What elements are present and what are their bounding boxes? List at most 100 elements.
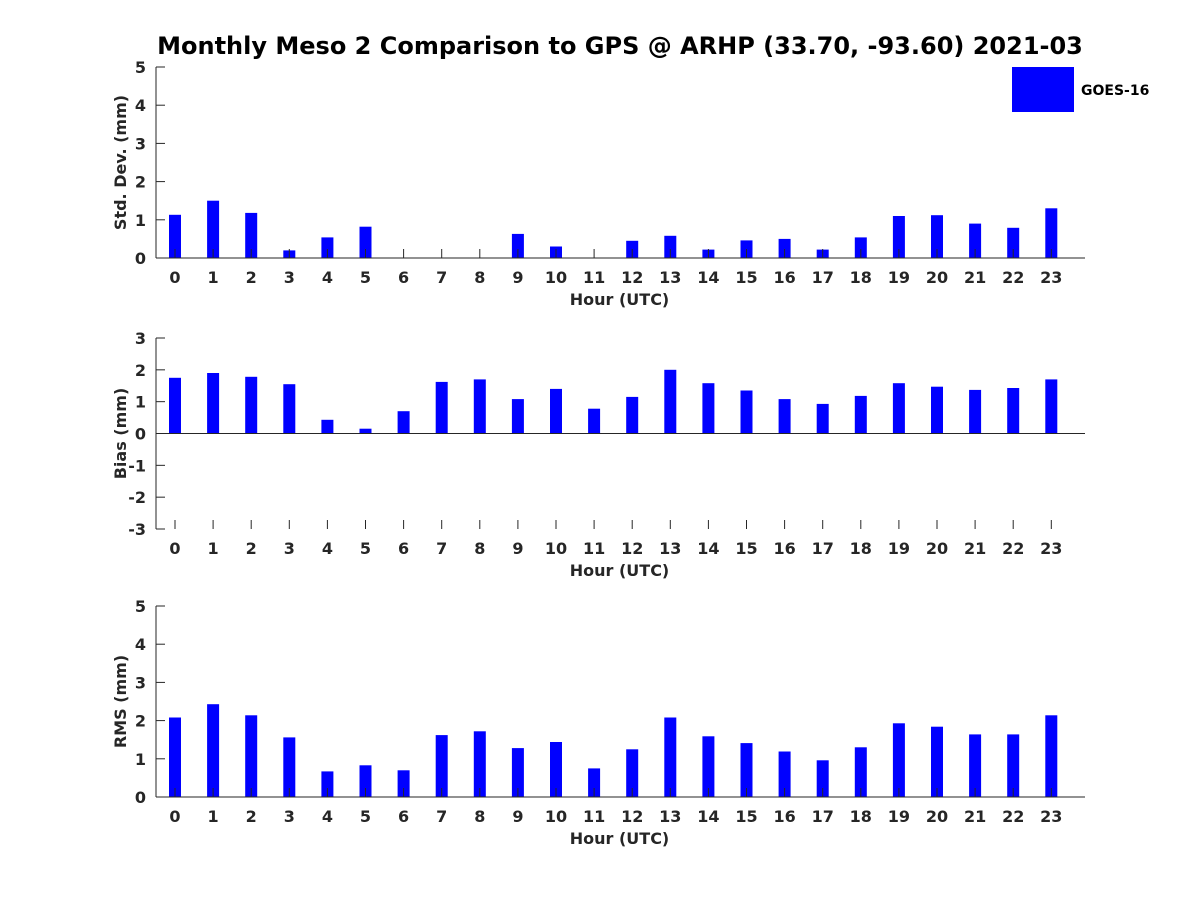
bar-hour-12 bbox=[626, 749, 639, 798]
x-tick-label: 22 bbox=[1002, 807, 1024, 826]
x-tick-label: 12 bbox=[621, 268, 643, 287]
x-tick-label: 0 bbox=[169, 539, 180, 558]
x-tick-label: 8 bbox=[474, 268, 485, 287]
bar-hour-5 bbox=[359, 226, 372, 258]
bar-hour-9 bbox=[511, 748, 524, 797]
bar-hour-15 bbox=[740, 743, 753, 797]
x-tick-label: 21 bbox=[964, 807, 986, 826]
x-tick-label: 12 bbox=[621, 539, 643, 558]
x-tick-label: 17 bbox=[812, 807, 834, 826]
y-tick-label: 0 bbox=[135, 425, 146, 444]
bar-hour-18 bbox=[854, 395, 867, 434]
bar-hour-5 bbox=[359, 428, 372, 434]
std-dev-y-axis-label: Std. Dev. (mm) bbox=[111, 95, 130, 230]
bar-hour-16 bbox=[778, 399, 791, 434]
y-tick-label: -2 bbox=[128, 488, 146, 507]
x-tick-label: 13 bbox=[659, 807, 681, 826]
rms-x-axis-label: Hour (UTC) bbox=[570, 829, 670, 848]
x-tick-label: 4 bbox=[322, 268, 333, 287]
x-tick-label: 22 bbox=[1002, 539, 1024, 558]
bar-hour-14 bbox=[702, 383, 715, 434]
bar-hour-0 bbox=[169, 717, 181, 797]
y-tick-label: 1 bbox=[135, 750, 146, 769]
bar-hour-22 bbox=[1007, 388, 1020, 434]
x-tick-label: 5 bbox=[360, 539, 371, 558]
x-tick-label: 5 bbox=[360, 807, 371, 826]
bar-hour-4 bbox=[321, 237, 334, 258]
x-tick-label: 10 bbox=[545, 539, 567, 558]
legend-swatch bbox=[1012, 67, 1074, 112]
bar-hour-23 bbox=[1045, 715, 1058, 797]
x-tick-label: 20 bbox=[926, 539, 948, 558]
x-tick-label: 23 bbox=[1040, 539, 1062, 558]
x-tick-label: 12 bbox=[621, 807, 643, 826]
rms-y-axis-label: RMS (mm) bbox=[111, 655, 130, 748]
bar-hour-19 bbox=[892, 383, 905, 434]
bar-hour-14 bbox=[702, 736, 715, 797]
bar-hour-13 bbox=[664, 369, 677, 434]
std-dev-x-axis-label: Hour (UTC) bbox=[570, 290, 670, 309]
x-tick-label: 20 bbox=[926, 807, 948, 826]
y-tick-label: 3 bbox=[135, 134, 146, 153]
bar-hour-4 bbox=[321, 771, 334, 797]
bar-hour-13 bbox=[664, 717, 677, 797]
bar-hour-21 bbox=[969, 734, 982, 797]
bar-hour-10 bbox=[550, 388, 562, 434]
bar-hour-20 bbox=[931, 726, 943, 797]
x-tick-label: 6 bbox=[398, 539, 409, 558]
bar-hour-22 bbox=[1007, 227, 1020, 258]
bar-hour-19 bbox=[892, 723, 905, 797]
bar-hour-8 bbox=[473, 731, 486, 797]
y-tick-label: 3 bbox=[135, 329, 146, 348]
x-tick-label: 22 bbox=[1002, 268, 1024, 287]
x-tick-label: 3 bbox=[284, 268, 295, 287]
bar-hour-2 bbox=[245, 376, 258, 434]
bar-hour-4 bbox=[321, 419, 334, 434]
bar-hour-1 bbox=[207, 704, 220, 797]
x-tick-label: 13 bbox=[659, 539, 681, 558]
bar-hour-3 bbox=[283, 737, 296, 797]
bar-hour-19 bbox=[892, 216, 905, 258]
y-tick-label: 4 bbox=[135, 635, 146, 654]
bar-hour-1 bbox=[207, 200, 220, 258]
bar-hour-18 bbox=[854, 237, 867, 258]
x-tick-label: 8 bbox=[474, 539, 485, 558]
x-tick-label: 13 bbox=[659, 268, 681, 287]
bar-hour-2 bbox=[245, 715, 258, 797]
bar-hour-12 bbox=[626, 396, 639, 434]
bar-hour-2 bbox=[245, 212, 258, 258]
x-tick-label: 14 bbox=[697, 539, 719, 558]
x-tick-label: 14 bbox=[697, 268, 719, 287]
x-tick-label: 20 bbox=[926, 268, 948, 287]
x-tick-label: 7 bbox=[436, 539, 447, 558]
bar-hour-11 bbox=[588, 408, 601, 434]
legend-label: GOES-16 bbox=[1081, 83, 1149, 99]
x-tick-label: 11 bbox=[583, 268, 605, 287]
x-tick-label: 0 bbox=[169, 268, 180, 287]
bar-hour-7 bbox=[435, 735, 448, 797]
bar-hour-5 bbox=[359, 765, 372, 797]
bias-x-axis-label: Hour (UTC) bbox=[570, 561, 670, 580]
x-tick-label: 2 bbox=[246, 807, 257, 826]
bar-hour-0 bbox=[169, 377, 181, 434]
bias-y-axis-label: Bias (mm) bbox=[111, 388, 130, 480]
x-tick-label: 14 bbox=[697, 807, 719, 826]
y-tick-label: 2 bbox=[135, 173, 146, 192]
y-tick-label: 1 bbox=[135, 393, 146, 412]
x-tick-label: 9 bbox=[512, 268, 523, 287]
bar-hour-20 bbox=[931, 386, 943, 434]
y-tick-label: 0 bbox=[135, 249, 146, 268]
x-tick-label: 3 bbox=[284, 807, 295, 826]
legend: GOES-16 bbox=[1012, 67, 1149, 112]
bar-hour-7 bbox=[435, 381, 448, 434]
x-tick-label: 15 bbox=[735, 539, 757, 558]
bar-hour-6 bbox=[397, 770, 410, 797]
y-tick-label: 0 bbox=[135, 788, 146, 807]
x-tick-label: 2 bbox=[246, 539, 257, 558]
bar-hour-17 bbox=[816, 403, 829, 434]
x-tick-label: 0 bbox=[169, 807, 180, 826]
x-tick-label: 23 bbox=[1040, 268, 1062, 287]
bar-hour-6 bbox=[397, 411, 410, 434]
